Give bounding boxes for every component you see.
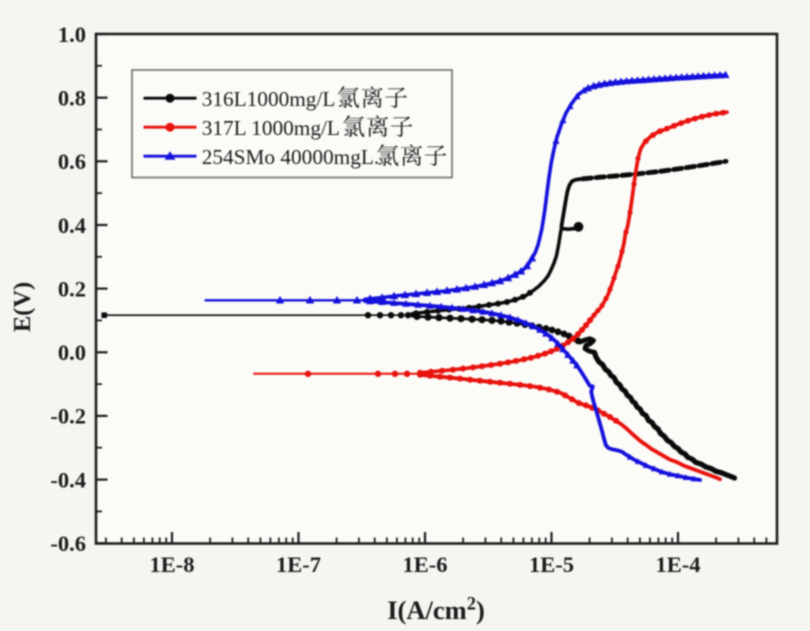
svg-text:-0.6: -0.6 bbox=[50, 531, 86, 556]
svg-text:-0.2: -0.2 bbox=[50, 404, 86, 429]
svg-text:E(V): E(V) bbox=[9, 282, 36, 332]
svg-text:254SMo 40000mgL.: 254SMo 40000mgL. bbox=[202, 145, 380, 169]
svg-text:317L 1000mg/L: 317L 1000mg/L bbox=[202, 116, 340, 140]
svg-text:1E-6: 1E-6 bbox=[403, 552, 448, 577]
svg-text:0.0: 0.0 bbox=[58, 340, 86, 365]
svg-text:316L1000mg/L: 316L1000mg/L bbox=[202, 87, 336, 111]
svg-text:0.4: 0.4 bbox=[58, 213, 86, 238]
svg-text:1E-5: 1E-5 bbox=[529, 552, 574, 577]
svg-text:0.8: 0.8 bbox=[58, 86, 86, 111]
svg-text:0.6: 0.6 bbox=[58, 149, 86, 174]
svg-text:1.0: 1.0 bbox=[58, 22, 86, 47]
svg-text:1E-4: 1E-4 bbox=[656, 552, 701, 577]
svg-text:1E-8: 1E-8 bbox=[150, 552, 195, 577]
svg-text:0.2: 0.2 bbox=[58, 276, 86, 301]
svg-text:-0.4: -0.4 bbox=[50, 467, 86, 492]
svg-text:1E-7: 1E-7 bbox=[276, 552, 321, 577]
